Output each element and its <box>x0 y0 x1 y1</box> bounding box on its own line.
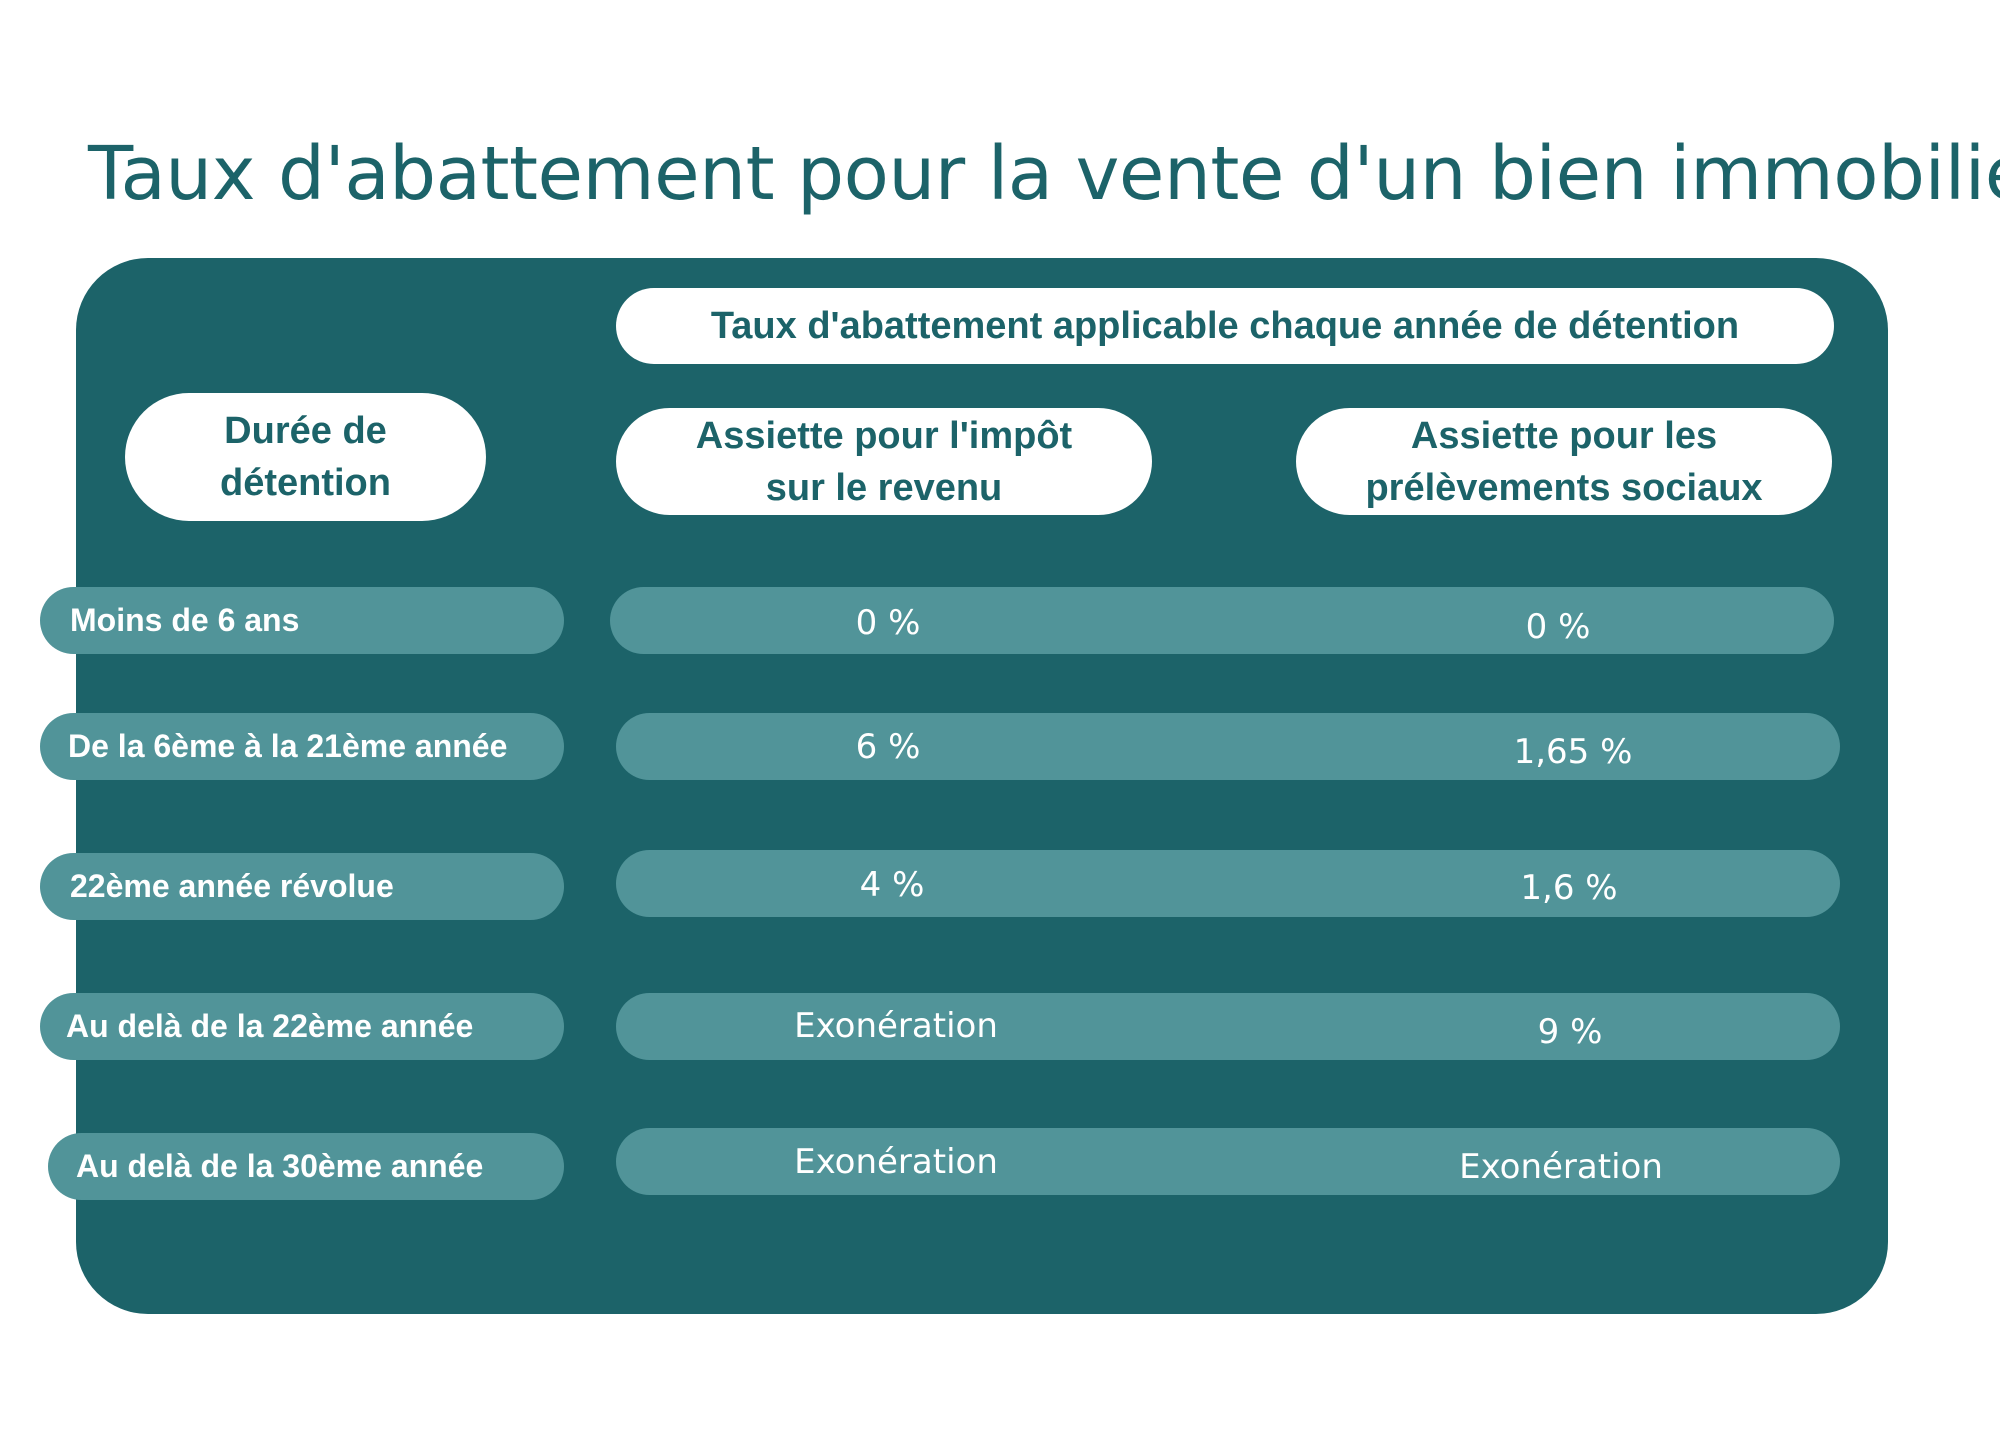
row-label: Au delà de la 30ème année <box>48 1133 564 1200</box>
row-values-bar <box>610 587 1834 654</box>
header-applicable-rate: Taux d'abattement applicable chaque anné… <box>616 288 1834 364</box>
row-ir-value: 4 % <box>859 865 925 905</box>
row-ir-value: Exonération <box>794 1142 998 1182</box>
row-values-bar <box>616 850 1840 917</box>
header-applicable-rate-label: Taux d'abattement applicable chaque anné… <box>710 305 1740 347</box>
header-prelevements-sociaux: Assiette pour les prélèvements sociaux <box>1296 408 1832 515</box>
row-ps-value: 1,6 % <box>1520 868 1618 908</box>
row-ir-value: 0 % <box>855 603 921 643</box>
row-ir-value: Exonération <box>794 1006 998 1046</box>
row-ps-value: 1,65 % <box>1513 732 1633 772</box>
header-ir-line2: sur le revenu <box>765 466 1003 509</box>
row-label: De la 6ème à la 21ème année <box>40 713 564 780</box>
row-ps-value: 0 % <box>1525 607 1591 647</box>
header-duree: Durée de détention <box>125 393 486 521</box>
row-label: 22ème année révolue <box>40 853 564 920</box>
row-values-bar <box>616 713 1840 780</box>
header-duree-line1: Durée de <box>224 410 387 452</box>
header-ir-line1: Assiette pour l'impôt <box>695 414 1073 457</box>
header-ps-line1: Assiette pour les <box>1410 414 1718 457</box>
row-ps-value: 9 % <box>1537 1012 1603 1052</box>
header-duree-line2: détention <box>220 462 391 504</box>
row-ps-value: Exonération <box>1459 1147 1663 1187</box>
row-ir-value: 6 % <box>855 727 921 767</box>
header-impot-revenu: Assiette pour l'impôt sur le revenu <box>616 408 1152 515</box>
page-title: Taux d'abattement pour la vente d'un bie… <box>88 131 2000 217</box>
row-label: Au delà de la 22ème année <box>40 993 564 1060</box>
header-ps-line2: prélèvements sociaux <box>1365 466 1763 509</box>
row-values-bar <box>616 1128 1840 1195</box>
row-label: Moins de 6 ans <box>40 587 564 654</box>
row-values-bar <box>616 993 1840 1060</box>
